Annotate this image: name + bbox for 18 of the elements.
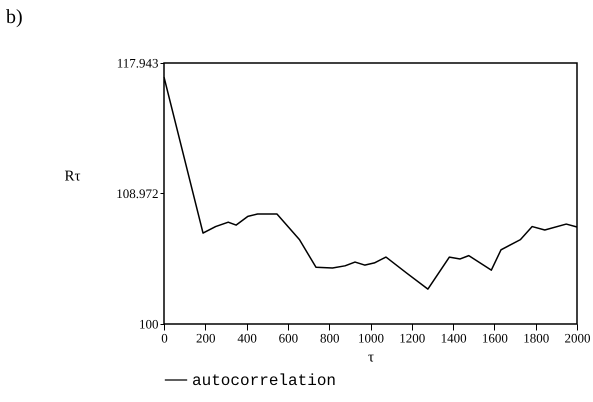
x-tick-label: 800: [320, 330, 340, 346]
y-tick-label: 117.943: [116, 56, 158, 70]
x-axis-title: τ: [368, 350, 374, 366]
x-tick-label: 1400: [440, 330, 467, 346]
x-tick-label: 400: [237, 330, 257, 346]
x-tick-label: 1000: [358, 330, 384, 346]
x-tick-label: 200: [196, 330, 216, 346]
legend-label: autocorrelation: [192, 372, 336, 390]
x-tick-label: 1600: [482, 330, 508, 346]
x-tick-label: 2000: [564, 330, 590, 346]
x-tick-label: 1800: [523, 330, 550, 346]
y-tick-label: 100: [139, 316, 158, 332]
y-axis-title: Rτ: [64, 168, 81, 184]
chart-title: b): [6, 6, 23, 28]
y-tick-label: 108.972: [116, 186, 158, 201]
x-tick-label: 600: [278, 330, 298, 346]
x-tick-label: 0: [161, 330, 168, 346]
x-tick-label: 1200: [399, 330, 426, 346]
